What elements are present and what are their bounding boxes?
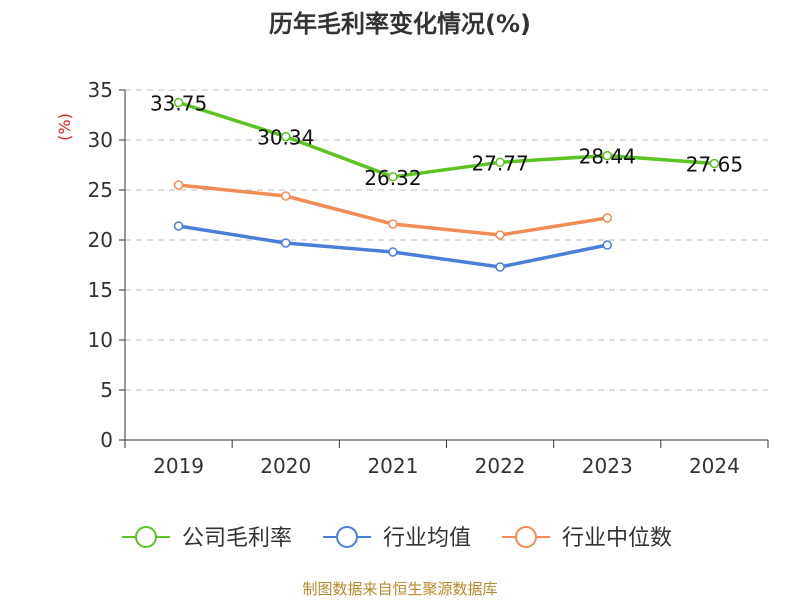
- series-lines: [173, 97, 720, 272]
- data-point-1-2023: [602, 240, 612, 250]
- y-tick-label-15: 15: [88, 278, 113, 302]
- legend-marker-1: [336, 526, 358, 548]
- data-point-2-2020: [281, 191, 291, 201]
- data-point-2-2022: [495, 230, 505, 240]
- x-tick-label-2021: 2021: [367, 454, 418, 478]
- data-label-2019: 33.75: [150, 92, 207, 116]
- y-tick-label-10: 10: [88, 328, 113, 352]
- data-point-1-2020: [281, 238, 291, 248]
- legend: 公司毛利率 行业均值 行业中位数: [122, 526, 672, 551]
- data-point-0-2019: [173, 97, 184, 108]
- legend-label-2: 行业中位数: [562, 526, 672, 551]
- data-point-1-2022: [495, 262, 505, 272]
- legend-label-1: 行业均值: [383, 526, 471, 551]
- x-tick-label-2020: 2020: [260, 454, 311, 478]
- data-point-0-2021: [388, 172, 398, 182]
- legend-item-1: 行业均值: [323, 526, 471, 551]
- legend-item-0: 公司毛利率: [122, 526, 292, 551]
- x-tick-label-2024: 2024: [689, 454, 740, 478]
- x-tick-label-2019: 2019: [153, 454, 204, 478]
- data-point-1-2019: [173, 221, 184, 231]
- data-label-2021: 26.32: [364, 166, 421, 190]
- data-point-1-2021: [388, 247, 398, 257]
- data-point-0-2023: [602, 150, 612, 161]
- x-tick-label-2022: 2022: [475, 454, 526, 478]
- y-tick-label-35: 35: [88, 78, 113, 102]
- y-tick-label-25: 25: [88, 178, 113, 202]
- data-label-2023: 28.44: [579, 145, 636, 169]
- data-label-2024: 27.65: [686, 153, 743, 177]
- series-line-1: [176, 224, 609, 269]
- data-point-0-2020: [281, 131, 291, 142]
- legend-label-0: 公司毛利率: [182, 526, 292, 551]
- data-point-0-2024: [709, 158, 720, 169]
- data-label-2022: 27.77: [471, 151, 528, 175]
- y-tick-label-0: 0: [100, 428, 113, 452]
- legend-item-2: 行业中位数: [502, 526, 672, 551]
- axes: 0 5 10 15 20 25 30 35 (%) 2019 2020 2021 2022 2023 202…: [55, 78, 769, 478]
- legend-marker-2: [515, 526, 537, 548]
- legend-marker-0: [135, 526, 157, 548]
- data-point-2-2023: [602, 213, 612, 223]
- x-tick-label-2023: 2023: [582, 454, 633, 478]
- y-tick-label-5: 5: [100, 378, 113, 402]
- y-tick-label-30: 30: [88, 128, 113, 152]
- source-note: 制图数据来自恒生聚源数据库: [302, 580, 498, 598]
- data-label-2020: 30.34: [257, 126, 314, 150]
- data-point-0-2022: [495, 157, 505, 168]
- series-line-0: [176, 100, 717, 179]
- chart-title: 历年毛利率变化情况(%): [269, 10, 531, 38]
- y-tick-label-20: 20: [88, 228, 113, 252]
- data-point-2-2021: [388, 219, 398, 229]
- data-point-2-2019: [173, 180, 184, 190]
- grid-lines: [125, 89, 768, 391]
- y-axis-label: (%): [55, 113, 74, 141]
- data-labels: 33.75 30.34 26.32 27.77 28.44 27.65: [150, 92, 743, 190]
